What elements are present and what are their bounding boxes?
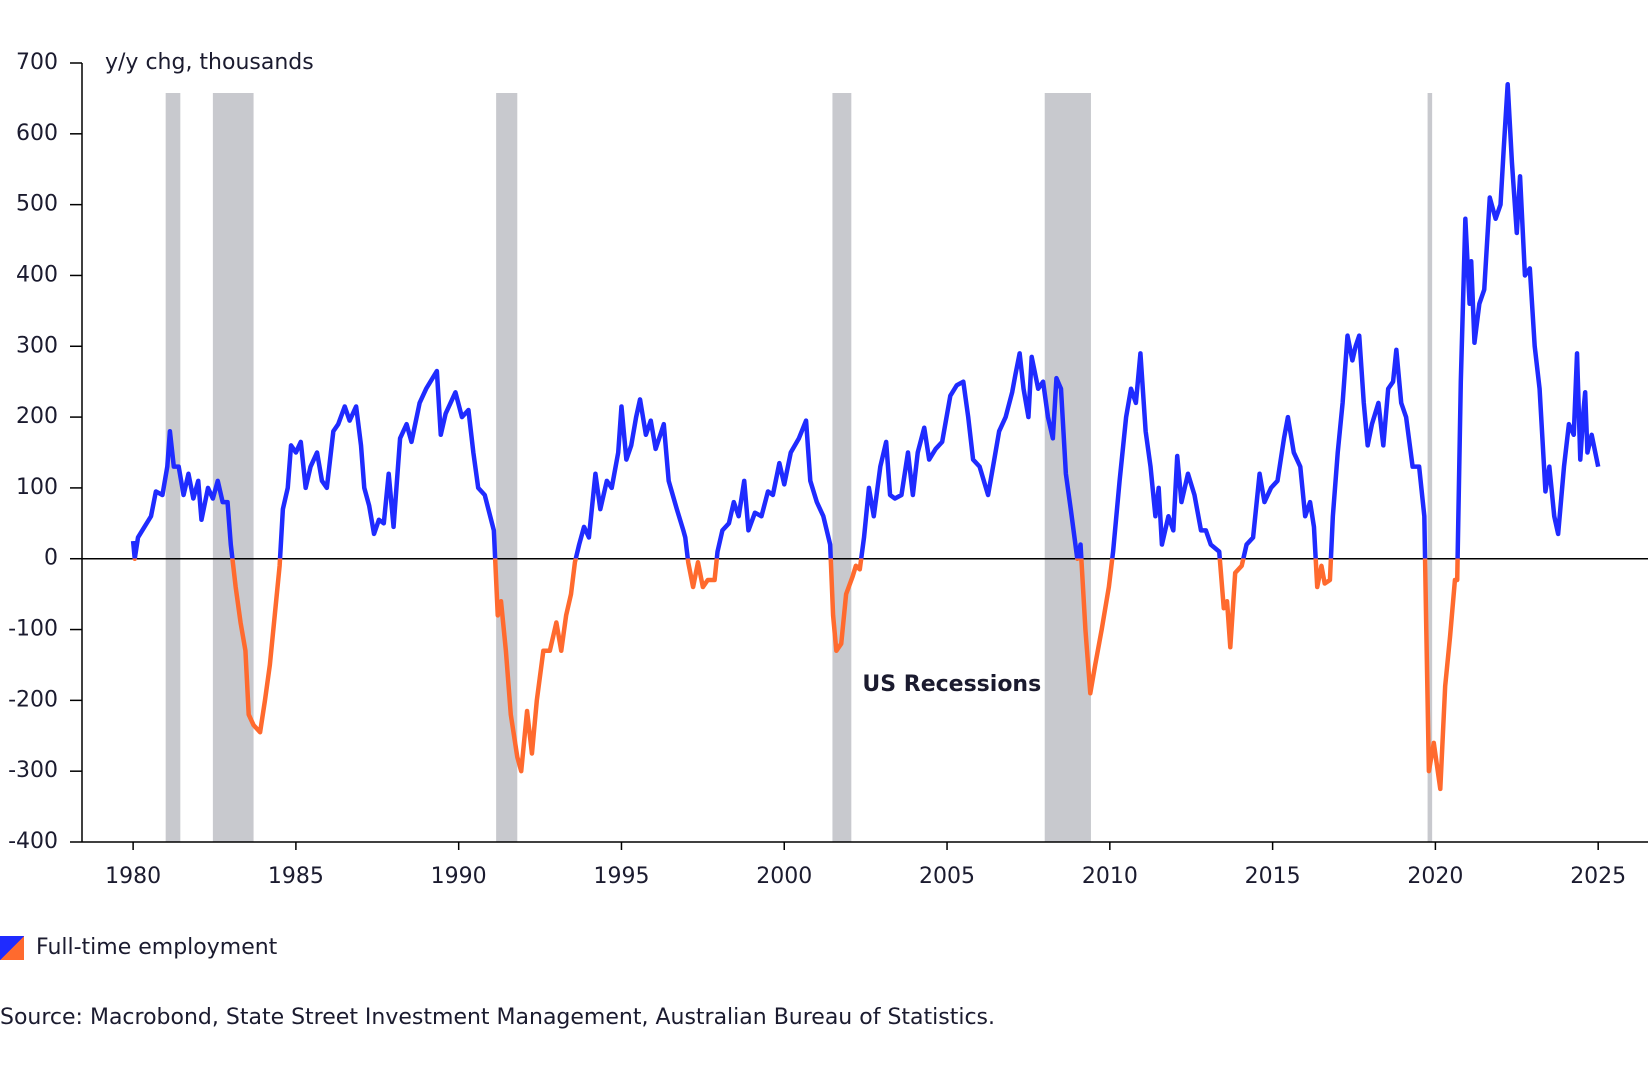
series-line	[130, 82, 1601, 792]
recession-band	[832, 93, 852, 842]
recession-band	[1427, 93, 1433, 842]
x-tick-label: 1985	[268, 864, 324, 889]
x-tick-label: 1995	[593, 864, 649, 889]
legend-swatch	[0, 936, 24, 960]
y-tick-label: -400	[8, 829, 58, 854]
y-tick-label: 400	[16, 262, 58, 287]
source-note: Source: Macrobond, State Street Investme…	[0, 1005, 995, 1030]
x-tick-label: 1990	[431, 864, 487, 889]
y-tick-label: 200	[16, 404, 58, 429]
y-tick-label: 600	[16, 121, 58, 146]
y-tick-label: -300	[8, 758, 58, 783]
x-tick-label: 2005	[919, 864, 975, 889]
x-tick-label: 2000	[756, 864, 812, 889]
legend-label: Full-time employment	[36, 935, 278, 960]
recession-annotation: US Recessions	[862, 672, 1041, 697]
y-tick-label: 100	[16, 475, 58, 500]
x-tick-label: 2015	[1245, 864, 1301, 889]
x-tick-label: 2010	[1082, 864, 1138, 889]
x-tick-label: 2020	[1407, 864, 1463, 889]
recession-band	[1044, 93, 1091, 842]
y-tick-label: -100	[8, 617, 58, 642]
y-tick-label: 500	[16, 192, 58, 217]
recession-band	[496, 93, 518, 842]
y-tick-label: 300	[16, 333, 58, 358]
x-tick-label: 2025	[1570, 864, 1626, 889]
y-axis-label: y/y chg, thousands	[105, 50, 314, 75]
x-tick-label: 1980	[105, 864, 161, 889]
y-tick-label: 0	[44, 546, 58, 571]
y-tick-label: 700	[16, 50, 58, 75]
recession-band	[212, 93, 254, 842]
y-tick-label: -200	[8, 687, 58, 712]
